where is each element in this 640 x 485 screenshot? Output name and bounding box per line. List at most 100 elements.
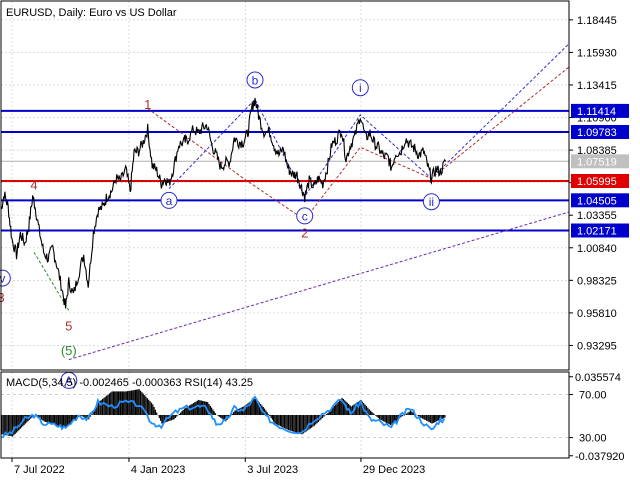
macd-bar (434, 415, 435, 422)
wave-label-7: b (252, 74, 259, 88)
macd-bar (425, 415, 426, 420)
macd-bar (435, 415, 436, 422)
macd-bar (126, 391, 127, 415)
macd-bar (390, 415, 391, 425)
macd-bar (62, 415, 63, 427)
macd-bar (386, 415, 387, 423)
macd-bar (215, 413, 216, 415)
macd-bar (121, 391, 122, 415)
macd-bar (277, 415, 278, 425)
macd-bar (115, 391, 116, 415)
macd-bar (378, 415, 379, 418)
macd-bar (198, 400, 199, 415)
macd-bar (379, 415, 380, 419)
macd-bar (202, 401, 203, 415)
macd-bar (150, 401, 151, 415)
price-tick-label-2: 1.13415 (577, 80, 617, 92)
macd-bar (45, 415, 46, 422)
macd-bar (196, 402, 197, 416)
indicator-label: MACD(5,34,5) -0.002465 -0.000363 RSI(14)… (6, 377, 253, 389)
macd-bar (102, 399, 103, 415)
macd-bar (2, 415, 3, 435)
macd-bar (42, 415, 43, 421)
macd-bar (335, 405, 336, 415)
macd-bar (46, 415, 47, 422)
macd-bar (18, 415, 19, 430)
date-tick-label-2: 3 Jul 2023 (247, 464, 298, 476)
wave-label-3: 4 (30, 177, 37, 192)
macd-bar (131, 391, 132, 416)
macd-bar (130, 391, 131, 415)
wave-label-4: 5 (65, 319, 72, 334)
price-tick-label-7: 1.00840 (577, 243, 617, 255)
macd-bar (98, 402, 99, 415)
macd-bar (252, 400, 253, 415)
level-tag-label-2: 1.05995 (577, 176, 617, 188)
macd-bar (278, 415, 279, 426)
macd-bar (160, 415, 161, 421)
macd-bar (197, 401, 198, 415)
macd-bar (175, 415, 176, 418)
macd-bar (223, 415, 224, 420)
macd-bar (122, 391, 123, 415)
level-tag-label-0: 1.11414 (577, 106, 616, 118)
osc-tick-label-3: -0.037920 (575, 451, 625, 463)
macd-bar (281, 415, 282, 427)
macd-bar (271, 415, 272, 418)
macd-bar (17, 415, 18, 431)
macd-bar (274, 415, 275, 424)
price-tick-label-0: 1.18445 (577, 15, 617, 27)
macd-bar (152, 404, 153, 415)
macd-bar (327, 413, 328, 415)
macd-bar (105, 397, 106, 415)
macd-bar (203, 401, 204, 415)
macd-bar (312, 415, 313, 427)
macd-bar (375, 415, 376, 416)
oscillator-panel (1, 389, 569, 437)
macd-bar (310, 415, 311, 429)
osc-tick-label-1: 70.00 (579, 390, 607, 402)
macd-bar (371, 412, 372, 415)
macd-bar (75, 415, 76, 419)
macd-bar (268, 414, 269, 415)
macd-bar (236, 410, 237, 415)
wave-lines (34, 44, 569, 360)
macd-bar (442, 415, 443, 419)
macd-bar (285, 415, 286, 429)
macd-bar (219, 415, 220, 417)
macd-bar (280, 415, 281, 426)
macd-bar (233, 412, 234, 415)
macd-bar (420, 415, 421, 418)
macd-bar (433, 415, 434, 423)
macd-bar (340, 399, 341, 415)
macd-bar (180, 413, 181, 415)
macd-bar (161, 415, 162, 424)
macd-bar (174, 415, 175, 419)
macd-bar (238, 409, 239, 415)
macd-bar (292, 415, 293, 431)
wave-label-5: (5) (61, 343, 77, 358)
macd-bar (154, 407, 155, 415)
macd-bar (444, 415, 445, 418)
macd-bar (179, 414, 180, 415)
macd-bar (418, 415, 419, 416)
macd-bar (311, 415, 312, 428)
wave-label-8: c (302, 209, 308, 223)
macd-bar (159, 415, 160, 418)
macd-bar (50, 415, 51, 424)
macd-bar (86, 415, 87, 418)
macd-bar (44, 415, 45, 421)
osc-tick-label-2: 30.00 (579, 433, 607, 445)
macd-bar (287, 415, 288, 429)
main-panel-frame (1, 1, 569, 370)
macd-bar (389, 415, 390, 424)
macd-bar (382, 415, 383, 421)
macd-bar (113, 391, 114, 415)
macd-bar (326, 414, 327, 415)
macd-bar (91, 414, 92, 415)
macd-bar (193, 403, 194, 415)
macd-bar (427, 415, 428, 421)
macd-bar (183, 410, 184, 415)
